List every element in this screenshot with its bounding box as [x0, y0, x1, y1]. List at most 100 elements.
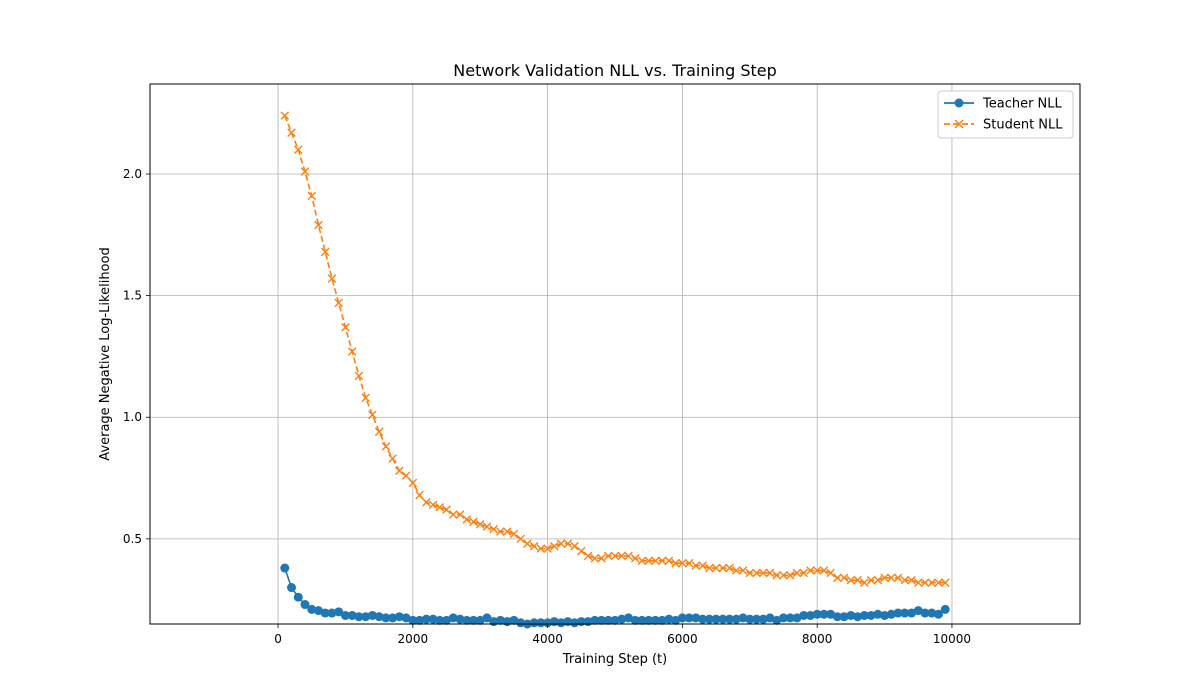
data-point [732, 566, 741, 575]
data-point [550, 541, 559, 551]
data-point [610, 551, 620, 561]
legend-label-teacher: Teacher NLL [982, 97, 1063, 112]
data-point [529, 541, 539, 551]
data-point [617, 551, 627, 561]
data-point [725, 563, 734, 573]
data-point [704, 614, 714, 624]
data-point [853, 612, 863, 622]
data-point [900, 608, 910, 618]
data-point [381, 613, 391, 623]
y-axis-label: Average Negative Log-Likelihood [98, 247, 113, 460]
data-point [933, 609, 943, 619]
data-point [307, 604, 317, 614]
data-point [718, 563, 728, 573]
data-point [415, 615, 425, 625]
data-point [529, 618, 539, 628]
data-point [388, 454, 397, 463]
data-point [738, 613, 748, 623]
data-point [293, 145, 303, 154]
legend-marker-teacher [954, 98, 964, 108]
data-point [624, 551, 633, 561]
x-tick-label: 10000 [933, 632, 971, 646]
data-point [408, 615, 418, 625]
chart-title: Network Validation NLL vs. Training Step [453, 61, 777, 80]
data-point [448, 613, 458, 623]
data-point [462, 615, 472, 625]
x-axis-label: Training Step (t) [562, 652, 667, 667]
y-tick-label: 1.5 [123, 289, 142, 303]
data-point [711, 614, 721, 624]
x-tick-label: 8000 [802, 632, 833, 646]
plot-frame [149, 83, 1081, 625]
x-tick-label: 6000 [667, 632, 698, 646]
data-point [866, 575, 876, 585]
data-point [489, 524, 498, 534]
data-point [320, 608, 330, 618]
data-point [725, 614, 735, 624]
data-point [637, 615, 647, 625]
data-point [913, 578, 923, 587]
x-tick-label: 0 [274, 632, 282, 646]
data-point [745, 568, 755, 578]
data-point [880, 610, 890, 620]
data-point [778, 613, 788, 623]
data-point [846, 575, 856, 585]
data-point [664, 556, 674, 566]
data-point [887, 573, 896, 583]
data-point [516, 534, 525, 544]
data-point [381, 442, 391, 451]
data-point [462, 515, 472, 524]
data-point [590, 615, 600, 625]
data-point [893, 573, 903, 583]
data-point [799, 568, 808, 578]
data-point [502, 527, 512, 536]
data-point [650, 615, 660, 625]
data-point [644, 556, 653, 566]
data-point [873, 609, 883, 619]
data-point [543, 618, 553, 628]
data-point [361, 393, 370, 403]
data-point [455, 510, 465, 519]
data-point [536, 544, 546, 553]
data-point [422, 498, 431, 507]
data-point [563, 539, 573, 549]
series-layer [280, 111, 950, 629]
data-point [603, 615, 613, 625]
data-point [860, 578, 869, 587]
data-point [758, 614, 768, 624]
x-tick-label: 2000 [398, 632, 429, 646]
data-point [691, 613, 701, 623]
data-point [752, 614, 762, 624]
data-point [590, 554, 600, 563]
data-point [772, 571, 782, 580]
data-point [570, 541, 579, 551]
data-point [752, 568, 761, 578]
data-point [853, 575, 862, 585]
data-point [347, 347, 357, 356]
data-point [428, 500, 438, 510]
data-point [354, 612, 364, 622]
data-point [455, 614, 465, 624]
data-point [334, 298, 343, 308]
data-point [678, 558, 687, 568]
data-point [374, 612, 384, 622]
y-tick-label: 1.0 [123, 410, 142, 424]
data-point [927, 578, 937, 587]
data-point [394, 612, 404, 622]
data-point [657, 556, 667, 566]
data-point [630, 554, 640, 563]
data-point [718, 614, 728, 624]
data-point [745, 614, 755, 624]
data-point [859, 610, 869, 620]
data-point [327, 608, 337, 618]
data-point [705, 563, 714, 573]
data-point [320, 247, 330, 257]
data-point [765, 568, 775, 578]
data-point [523, 539, 532, 549]
data-point [495, 615, 505, 625]
data-point [873, 575, 883, 585]
data-point [293, 592, 303, 602]
data-point [677, 613, 687, 623]
data-point [657, 615, 667, 625]
data-point [907, 575, 916, 585]
